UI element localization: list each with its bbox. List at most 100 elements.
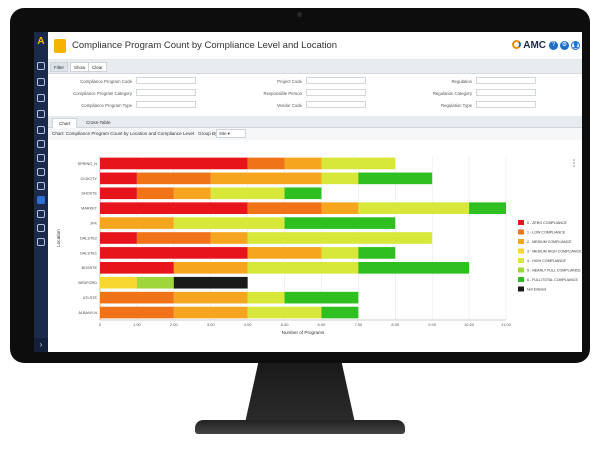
bar-segment [321,306,359,319]
filter-label: Responsible Person [263,91,302,96]
settings-icon[interactable]: ⚙ [560,41,569,50]
project-code-input[interactable] [306,77,366,84]
bar-segment [136,276,174,289]
legend-swatch [518,220,524,225]
bar-segment [358,262,470,274]
legend-swatch [518,239,524,244]
y-tick-label: BEDFORD [78,281,97,285]
bar-segment [284,157,322,170]
legend-label: 4 - HIGH COMPLIANCE [527,259,567,263]
x-tick-label: 11.00 [501,322,511,327]
vendor-code-input[interactable] [306,101,366,108]
star-icon[interactable] [37,78,45,86]
legend-label: 3 - MEDIUM HIGH COMPLIANCE [527,250,582,254]
brand-name: AMC [523,40,546,51]
x-tick-label: 4.00 [244,322,253,327]
target-icon[interactable] [37,196,45,204]
bar-segment [247,306,322,319]
bar-segment [321,202,359,214]
bar-segment [100,202,248,214]
y-tick-label: JFK [90,221,97,225]
chart-menu-icon [573,165,575,167]
bar-segment [247,157,285,170]
y-axis-label: Location [56,229,61,247]
sidebar: A › [34,32,48,352]
app-logo[interactable]: A [37,36,45,47]
help-icon[interactable]: ? [549,41,558,50]
y-tick-label: SHOSTE [81,192,97,196]
bulb-icon[interactable] [37,224,45,232]
legend-label: 6 - FULL/TOTAL COMPLIANCE [527,278,578,282]
y-tick-label: DALSTE1 [80,251,97,255]
clear-button[interactable]: Clear [88,62,107,72]
y-tick-label: ALBANY-N [78,311,97,315]
regulation-input[interactable] [476,77,536,84]
bar-segment [210,232,248,244]
list-icon[interactable] [37,140,45,148]
group-by-select[interactable]: Site ▾ [216,129,246,138]
search-icon[interactable] [37,62,45,70]
tab-cross-table[interactable]: Cross-Table [86,120,111,125]
tab-bar: Chart Cross-Table [48,116,582,128]
chart-header: Chart: Compliance Program Count by Locat… [48,128,582,140]
bar-segment [210,172,322,185]
bar-segment [100,276,137,289]
tool-icon[interactable] [37,182,45,190]
brand-mark-icon [512,40,522,49]
program-code-input[interactable] [136,77,196,84]
folder-icon[interactable] [37,168,45,176]
legend-swatch [518,258,524,263]
x-tick-label: 0 [99,322,102,327]
report-icon [54,39,66,53]
main-content: Compliance Program Count by Compliance L… [48,32,582,352]
filter-panel: Compliance Program Code Compliance Progr… [48,74,582,112]
group-by-value: Site [219,131,227,136]
show-button[interactable]: Show [70,62,90,72]
tab-chart[interactable]: Chart [52,118,78,128]
y-tick-label: MARKET [81,207,98,211]
bar-segment [358,247,396,259]
program-category-input[interactable] [136,89,196,96]
y-tick-label: ATLSTE [83,296,98,300]
bar-segment [136,172,211,185]
bar-segment [173,217,285,229]
bar-segment [247,202,322,214]
bar-segment [247,232,433,244]
grid-icon[interactable] [37,110,45,118]
bar-segment [173,262,248,274]
bar-segment [284,291,359,304]
x-tick-label: 1.00 [133,322,142,327]
legend-label: 5 - NEARLY FULL COMPLIANCE [527,269,581,273]
user-icon[interactable]: 👤 [571,41,580,50]
gear-icon[interactable] [37,238,45,246]
filter-button[interactable]: Filter [50,62,68,72]
bar-segment [247,291,285,304]
chart-menu-icon [573,162,575,164]
x-tick-label: 2.00 [170,322,179,327]
monitor-stand-base [195,420,405,434]
program-type-input[interactable] [136,101,196,108]
list-icon[interactable] [37,126,45,134]
regulation-type-input[interactable] [476,101,536,108]
bar-segment [173,276,248,289]
bar-segment [100,306,174,319]
page-title: Compliance Program Count by Compliance L… [72,40,338,51]
y-tick-label: BOSSTE [82,266,98,270]
legend-label: 0 - ZERO COMPLIANCE [527,221,568,225]
chart-menu-icon [573,159,575,161]
bar-segment [284,217,396,229]
book-icon[interactable] [37,154,45,162]
bar-segment [136,232,211,244]
bar-segment [321,157,396,170]
cursor-icon[interactable] [37,210,45,218]
bar-segment [100,247,248,259]
regulation-category-input[interactable] [476,89,536,96]
header: Compliance Program Count by Compliance L… [48,32,582,60]
x-tick-label: 10.00 [464,322,475,327]
bar-segment [100,291,174,304]
filter-label: Compliance Program Type [81,103,132,108]
expand-sidebar-button[interactable]: › [34,338,48,352]
bar-segment [247,247,322,259]
document-icon[interactable] [37,94,45,102]
responsible-person-input[interactable] [306,89,366,96]
